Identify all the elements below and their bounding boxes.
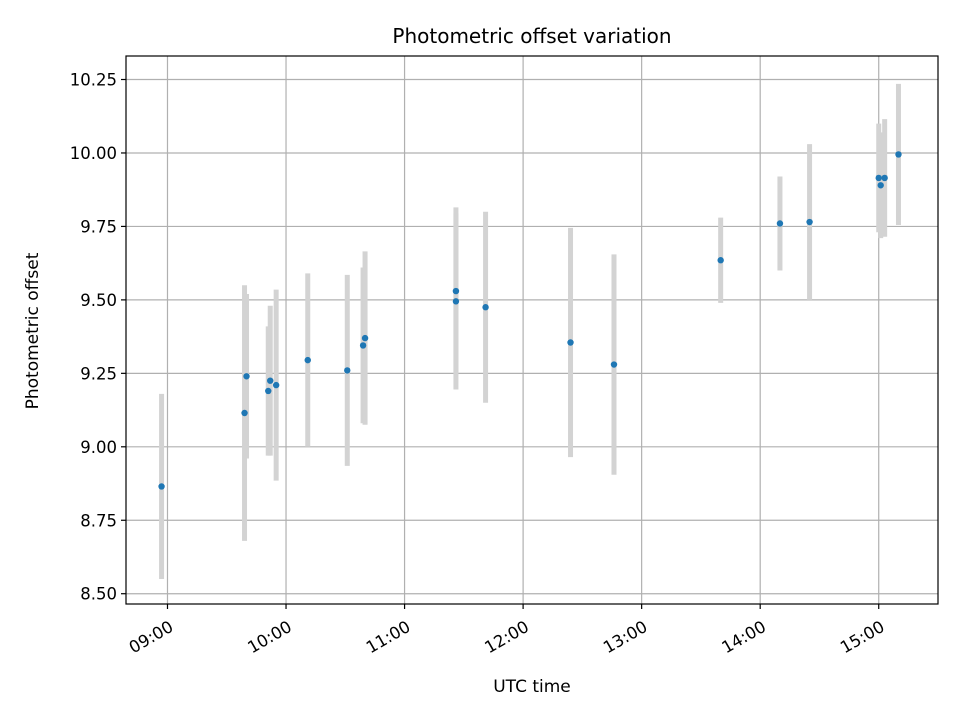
data-point [452, 298, 460, 305]
data-point [610, 361, 618, 368]
y-tick-label: 8.50 [80, 585, 117, 604]
y-tick-label: 9.25 [80, 364, 117, 383]
data-point [482, 304, 489, 311]
data-point [806, 218, 813, 226]
data-point [881, 174, 888, 182]
data-point [776, 220, 784, 227]
data-point [567, 339, 574, 346]
chart-title: Photometric offset variation [392, 24, 671, 48]
data-points [158, 151, 902, 490]
data-point [452, 287, 460, 295]
y-tick-label: 10.00 [70, 144, 117, 163]
y-tick-label: 10.25 [70, 71, 117, 90]
y-axis-ticks: 8.50 8.75 9.00 9.25 9.50 9.75 10.00 10.25 [70, 71, 126, 604]
data-point [361, 334, 369, 342]
data-point [158, 483, 165, 490]
x-axis-label: UTC time [493, 677, 571, 697]
data-point [243, 373, 250, 380]
grid [126, 56, 938, 604]
data-point [304, 356, 311, 364]
data-point [241, 409, 248, 417]
y-axis-label: Photometric offset [23, 252, 43, 409]
plot-frame [125, 55, 939, 605]
data-point [265, 387, 272, 395]
y-tick-label: 9.00 [80, 438, 117, 457]
data-point [272, 381, 280, 389]
y-tick-label: 8.75 [80, 511, 117, 530]
data-point [267, 377, 274, 384]
data-point [877, 182, 884, 189]
data-point [875, 174, 882, 182]
y-tick-label: 9.75 [80, 217, 117, 236]
data-point [359, 342, 367, 349]
data-point [344, 367, 351, 374]
y-tick-label: 9.50 [80, 291, 117, 310]
data-point [895, 151, 902, 158]
data-point [717, 257, 724, 264]
